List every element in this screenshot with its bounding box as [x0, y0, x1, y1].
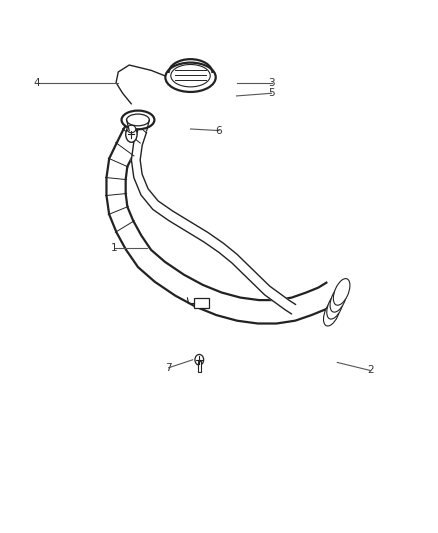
- Ellipse shape: [127, 114, 149, 126]
- Ellipse shape: [171, 64, 210, 87]
- Polygon shape: [131, 128, 296, 314]
- Ellipse shape: [324, 300, 340, 326]
- Text: 1: 1: [110, 243, 117, 253]
- Text: 2: 2: [367, 366, 374, 375]
- Ellipse shape: [333, 279, 350, 305]
- Bar: [198, 361, 201, 372]
- Text: 4: 4: [34, 78, 41, 87]
- Text: 3: 3: [268, 78, 275, 87]
- Ellipse shape: [166, 63, 216, 92]
- Ellipse shape: [195, 354, 204, 365]
- Text: 6: 6: [215, 126, 223, 135]
- Text: 5: 5: [268, 88, 275, 98]
- Ellipse shape: [126, 126, 137, 142]
- Ellipse shape: [330, 286, 346, 312]
- Bar: [194, 298, 209, 308]
- Text: 7: 7: [165, 363, 172, 373]
- Polygon shape: [106, 118, 335, 324]
- Ellipse shape: [121, 111, 154, 130]
- Ellipse shape: [127, 125, 136, 133]
- Ellipse shape: [327, 293, 343, 319]
